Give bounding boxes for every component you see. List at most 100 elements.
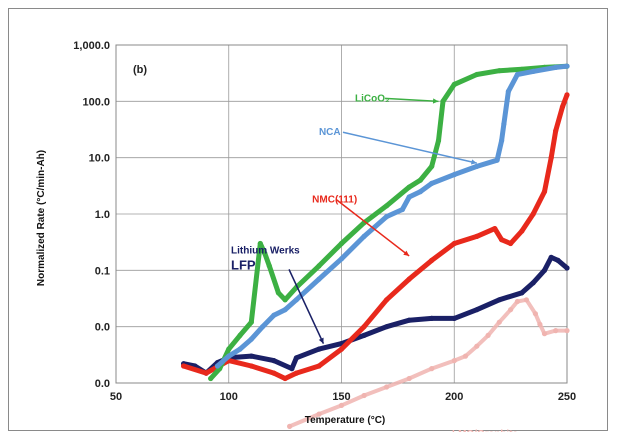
data-point-nmc-111 — [548, 155, 554, 161]
data-point-nca — [260, 324, 266, 330]
data-point-lmo-graphite — [537, 321, 543, 327]
data-point-lmo-graphite — [508, 307, 514, 313]
data-point-nmc-111 — [248, 363, 254, 369]
data-point-nca — [564, 63, 570, 69]
data-point-nca — [271, 312, 277, 318]
data-point-lmo-graphite — [496, 319, 502, 325]
data-point-lithium-werks-lfp — [530, 280, 536, 286]
data-point-lmo-graphite — [532, 311, 539, 317]
series-line-licoo2 — [208, 63, 570, 381]
data-point-nca — [316, 276, 322, 282]
data-point-nca — [553, 64, 559, 70]
data-point-nca — [494, 157, 500, 163]
data-point-lmo-graphite — [361, 392, 367, 399]
data-point-nmc-111 — [181, 363, 187, 369]
y-tick-label: 0.1 — [95, 265, 110, 277]
x-tick-label: 150 — [332, 391, 350, 403]
data-point-lmo-graphite — [287, 423, 293, 429]
data-point-licoo2 — [275, 290, 281, 296]
data-point-lmo-graphite — [553, 328, 559, 334]
y-tick-label: 10.0 — [89, 153, 110, 165]
data-point-lithium-werks-lfp — [384, 324, 390, 330]
data-point-nca — [338, 256, 345, 262]
data-point-nca — [293, 297, 299, 303]
data-point-nmc-111 — [499, 237, 505, 243]
data-point-licoo2 — [262, 250, 268, 256]
data-point-lithium-werks-lfp — [555, 257, 561, 263]
data-point-nmc-111 — [451, 240, 457, 247]
data-point-nca — [417, 189, 423, 195]
data-point-nmc-111 — [282, 375, 288, 382]
data-point-lithium-werks-lfp — [406, 317, 412, 323]
data-point-nmc-111 — [553, 128, 559, 134]
data-point-licoo2 — [406, 184, 412, 190]
data-point-nca — [399, 206, 405, 213]
data-point-nca — [248, 336, 254, 342]
data-point-lithium-werks-lfp — [564, 265, 570, 271]
data-point-nmc-111 — [316, 363, 322, 369]
data-point-lmo-graphite — [316, 411, 322, 417]
data-point-nmc-111 — [492, 226, 498, 232]
data-point-lmo-graphite — [462, 353, 469, 359]
data-point-lithium-werks-lfp — [293, 355, 299, 361]
data-point-licoo2 — [316, 263, 322, 269]
annotation-label-lithium-werks-lfp-line2: LFP — [231, 257, 256, 272]
data-point-lithium-werks-lfp — [289, 366, 295, 372]
annotation-arrow-lithium-werks-lfp — [288, 269, 325, 344]
data-point-licoo2 — [496, 68, 502, 74]
data-point-licoo2 — [237, 332, 243, 338]
data-point-nmc-111 — [508, 240, 514, 247]
data-point-licoo2 — [282, 297, 288, 303]
data-point-nmc-111 — [564, 92, 570, 98]
data-point-nca — [406, 194, 412, 200]
data-point-nmc-111 — [271, 370, 277, 376]
annotation-label-nca: NCA — [319, 127, 341, 138]
data-point-nca — [530, 68, 536, 74]
data-point-nmc-111 — [429, 257, 435, 263]
data-point-lithium-werks-lfp — [474, 307, 480, 313]
data-point-licoo2 — [266, 263, 272, 269]
data-point-nmc-111 — [541, 189, 548, 195]
series-line-nca — [215, 63, 570, 369]
data-point-licoo2 — [435, 138, 442, 144]
data-point-lmo-graphite — [474, 343, 480, 349]
annotation-label-lmo-graphite: LMO/Graphite — [452, 429, 519, 432]
data-point-nca — [474, 163, 480, 169]
series-layer — [181, 63, 570, 429]
data-point-nmc-111 — [338, 346, 345, 352]
data-point-lmo-graphite — [564, 328, 570, 334]
data-point-nca — [514, 71, 520, 78]
plot-border — [115, 44, 568, 384]
data-point-nca — [429, 180, 435, 186]
data-point-lmo-graphite — [384, 384, 390, 390]
data-point-lithium-werks-lfp — [519, 290, 525, 296]
annotation-arrowhead-nca — [470, 159, 477, 165]
data-point-licoo2 — [338, 240, 345, 247]
annotation-label-licoo2: LiCoO₂ — [355, 93, 389, 104]
data-point-licoo2 — [474, 71, 480, 78]
data-point-licoo2 — [429, 163, 435, 169]
data-point-nca — [237, 346, 243, 352]
data-point-licoo2 — [451, 81, 457, 87]
data-point-nmc-111 — [384, 297, 390, 303]
y-tick-label: 1,000.0 — [73, 40, 110, 52]
annotation-arrow-nmc-111 — [335, 198, 410, 257]
data-point-lmo-graphite — [338, 402, 345, 408]
data-point-nca — [361, 233, 367, 239]
data-point-lithium-werks-lfp — [541, 267, 548, 273]
data-point-lmo-graphite — [429, 366, 435, 372]
data-point-lmo-graphite — [523, 297, 530, 303]
data-point-nmc-111 — [361, 324, 367, 330]
data-point-lithium-werks-lfp — [429, 315, 435, 321]
data-point-licoo2 — [440, 98, 446, 104]
data-point-lmo-graphite — [451, 358, 457, 364]
data-point-lmo-graphite — [485, 332, 491, 338]
data-point-nca — [384, 214, 390, 220]
data-point-lithium-werks-lfp — [248, 353, 254, 359]
y-tick-label: 1.0 — [95, 209, 110, 221]
data-point-licoo2 — [208, 375, 214, 382]
data-point-lithium-werks-lfp — [361, 332, 367, 338]
annotation-arrow-nca — [342, 131, 477, 164]
tick-labels: 50 100 150 200 250 0.0 0.0 0.1 1.0 10.0 100.0 1,000… — [73, 40, 576, 403]
